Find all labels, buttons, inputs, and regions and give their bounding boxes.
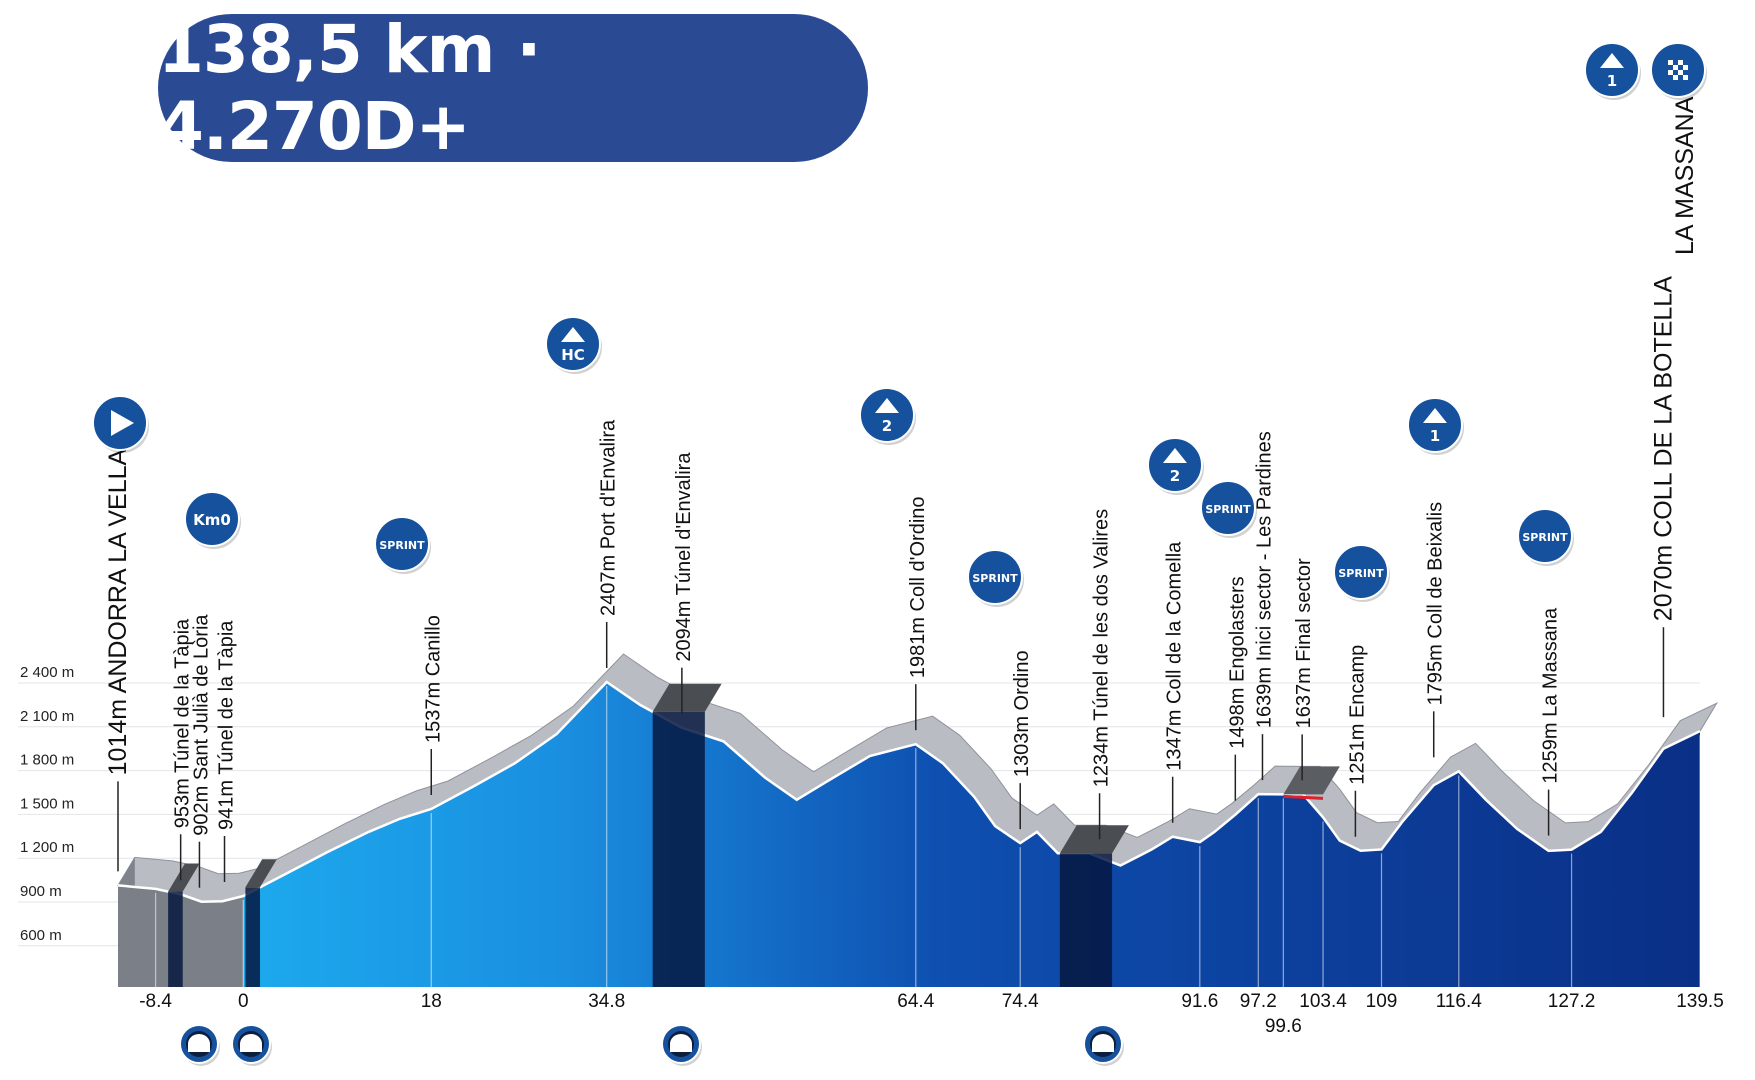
tunnel-icon-envalira [661, 1024, 702, 1066]
tunnel-icon-tapia-2 [231, 1024, 272, 1066]
x-axis-ticks: -8.4 0 18 34.8 64.4 74.4 91.6 97.2 99.6 103.4 109 1… [139, 685, 1724, 1037]
svg-text:HC: HC [561, 346, 585, 364]
badges: Km0 SPRINT HC 2 SPRINT 2 SPRINT SPRINT 1 SPRINT 1 [92, 42, 1707, 1066]
profile-area [117, 653, 1719, 987]
y-tick-label: 2 100 m [20, 708, 74, 725]
x-tick-label: 109 [1366, 991, 1398, 1012]
profile-outline [117, 680, 1701, 903]
tunnel-band [245, 887, 261, 987]
svg-text:SPRINT: SPRINT [1205, 503, 1251, 516]
point-label: 1795m Coll de Beixalis [1425, 502, 1447, 705]
x-tick-label: 116.4 [1436, 991, 1483, 1012]
svg-text:2: 2 [1170, 467, 1180, 485]
point-label: 1347m Coll de la Comella [1164, 541, 1186, 771]
sprint-badge-engolasters: SPRINT [1200, 480, 1257, 538]
y-tick-label: 900 m [20, 883, 62, 900]
sector-marker [1283, 794, 1324, 800]
point-label: 1537m Canillo [422, 615, 444, 743]
point-label: 2094m Túnel d'Envalira [673, 452, 695, 662]
x-tick-label: 99.6 [1265, 1016, 1302, 1037]
tunnel-band [652, 711, 705, 987]
climb-badge-ordino: 2 [859, 387, 916, 445]
point-label: 1639m Inici sector - Les Pardines [1253, 431, 1275, 728]
x-tick-label: 34.8 [588, 991, 625, 1012]
x-tick-label: 139.5 [1676, 991, 1724, 1012]
point-label: 2070m COLL DE LA BOTELLA [1649, 276, 1677, 621]
x-tick-label: 74.4 [1002, 991, 1039, 1012]
point-label: 1981m Coll d'Ordino [907, 496, 929, 678]
tunnel-roof [652, 683, 722, 712]
y-tick-label: 1 500 m [20, 795, 74, 812]
svg-text:SPRINT: SPRINT [379, 539, 425, 552]
stage-summary-banner: 138,5 km · 4.270D+ [158, 11, 868, 165]
climb-badge-beixalis: 1 [1407, 397, 1464, 455]
point-label: 1014m ANDORRA LA VELLA [104, 448, 132, 775]
x-tick-label: 97.2 [1240, 991, 1277, 1012]
profile-front-area [118, 681, 1700, 987]
sprint-badge-massana: SPRINT [1517, 508, 1574, 566]
x-tick-label: 0 [238, 991, 249, 1012]
point-label: 1251m Encamp [1346, 645, 1368, 785]
stage-summary-text: 138,5 km · 4.270D+ [158, 11, 541, 165]
point-label: 953m Túnel de la Tàpia [172, 618, 194, 828]
km0-badge: Km0 [184, 491, 241, 549]
svg-text:SPRINT: SPRINT [1522, 531, 1568, 544]
climb-badge-finish: 1 [1584, 42, 1641, 100]
x-tick-label: 91.6 [1181, 991, 1218, 1012]
tunnel-roof [245, 859, 277, 888]
point-label: 1234m Túnel de les dos Valires [1091, 509, 1113, 787]
climb-badge-envalira: HC [545, 316, 602, 374]
svg-text:1: 1 [1430, 427, 1440, 445]
tunnel-band [168, 891, 183, 987]
sprint-badge-canillo: SPRINT [374, 516, 431, 574]
x-tick-label: 18 [421, 991, 442, 1012]
point-label: 1303m Ordino [1011, 650, 1033, 777]
point-labels: 1014m ANDORRA LA VELLA 953m Túnel de la T… [104, 96, 1699, 888]
tunnel-icon-valires [1083, 1024, 1124, 1066]
finish-flag-icon [1650, 42, 1707, 100]
y-tick-label: 2 400 m [20, 664, 74, 681]
sprint-badge-ordino: SPRINT [967, 549, 1024, 607]
x-tick-label: 64.4 [897, 991, 934, 1012]
svg-text:Km0: Km0 [193, 511, 231, 529]
point-label: 941m Túnel de la Tàpia [216, 620, 238, 830]
svg-text:1: 1 [1607, 72, 1617, 90]
svg-text:2: 2 [882, 417, 892, 435]
svg-text:SPRINT: SPRINT [972, 572, 1018, 585]
start-icon [92, 395, 149, 453]
point-label: 1637m Final sector [1293, 558, 1315, 728]
sector-roof [1283, 766, 1340, 795]
y-axis-ticks: 2 400 m 2 100 m 1 800 m 1 500 m 1 200 m 900 m… [20, 664, 74, 944]
x-tick-label: 103.4 [1299, 991, 1347, 1012]
point-label: 902m Sant Julià de Lòria [190, 614, 212, 836]
tunnel-icon-tapia-1 [179, 1024, 220, 1066]
y-tick-label: 1 200 m [20, 839, 74, 856]
x-tick-label: -8.4 [139, 991, 172, 1012]
svg-text:SPRINT: SPRINT [1338, 567, 1384, 580]
finish-town-label: LA MASSANA [1671, 96, 1699, 255]
tunnel-roof [168, 863, 200, 892]
point-label: 1498m Engolasters [1226, 576, 1248, 748]
y-tick-label: 1 800 m [20, 752, 74, 769]
x-tick-label: 127.2 [1548, 991, 1596, 1012]
tunnel-band [1059, 853, 1113, 987]
point-label: 1259m La Massana [1540, 607, 1562, 784]
y-tick-label: 600 m [20, 927, 62, 944]
climb-badge-comella: 2 [1147, 437, 1204, 495]
point-label: 2407m Port d'Envalira [598, 419, 620, 616]
sprint-badge-encamp: SPRINT [1333, 544, 1390, 602]
tunnel-roof [1059, 825, 1129, 854]
